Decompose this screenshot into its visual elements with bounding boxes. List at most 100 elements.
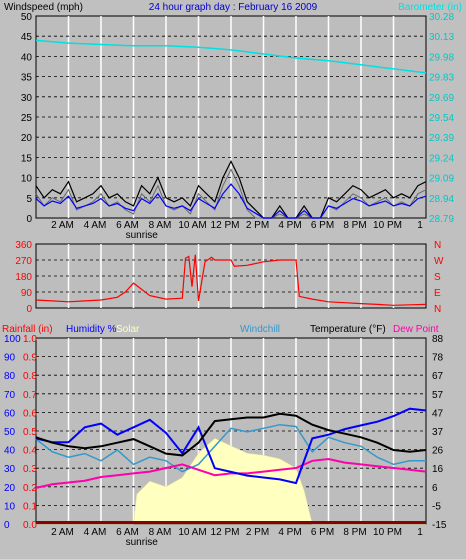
dewpoint-line	[35, 457, 427, 489]
baro-y-tick: 29.98	[429, 52, 454, 63]
humidity-y-tick: 90	[4, 353, 16, 364]
temp-y-tick: 47	[432, 408, 444, 419]
wind-y-tick: 45	[21, 32, 33, 43]
compass-label: S	[434, 272, 441, 283]
temp-y-tick: 57	[432, 390, 444, 401]
rain-label: Rainfall (in)	[2, 324, 53, 335]
x-tick-label: 8 AM	[149, 220, 172, 231]
baro-y-tick: 29.24	[429, 153, 454, 164]
solar-label: Solar	[116, 324, 140, 335]
wind-y-label: Windspeed (mph)	[4, 2, 83, 13]
temp-y-tick: 16	[432, 464, 444, 475]
baro-y-tick: 29.09	[429, 174, 454, 185]
dir-y-tick: 90	[21, 288, 33, 299]
x-tick-label: 4 AM	[84, 220, 107, 231]
sunrise-label: sunrise	[126, 230, 159, 241]
baro-y-tick: 30.28	[429, 12, 454, 23]
x-tick-label: 10 PM	[373, 220, 402, 231]
x-tick-label: 6 PM	[311, 220, 334, 231]
wind-y-tick: 5	[26, 194, 32, 205]
rain-y-tick: 0.3	[23, 464, 37, 475]
temp-y-tick: -15	[432, 520, 447, 531]
dir-y-tick: 0	[26, 304, 32, 315]
x-tick-label: 4 PM	[278, 527, 301, 538]
baro-y-tick: 28.94	[429, 194, 454, 205]
wind-y-tick: 10	[21, 174, 33, 185]
x-tick-label: 2 AM	[51, 527, 74, 538]
x-tick-label: 2 AM	[51, 220, 74, 231]
rain-y-tick: 0.2	[23, 483, 37, 494]
humidity-y-tick: 0	[4, 520, 10, 531]
gust-trace	[35, 168, 427, 219]
rain-y-tick: 0.9	[23, 353, 37, 364]
rain-y-tick: 0.1	[23, 501, 37, 512]
dir-y-tick: 270	[15, 256, 32, 267]
x-tick-label: 4 PM	[278, 220, 301, 231]
rain-y-tick: 0.0	[23, 520, 37, 531]
windchill-line	[35, 423, 426, 473]
x-tick-label: 1	[417, 527, 423, 538]
x-tick-label: 10 PM	[373, 527, 402, 538]
rain-y-tick: 0.7	[23, 390, 37, 401]
x-tick-label: 10 AM	[178, 220, 206, 231]
page-title: 24 hour graph day : February 16 2009	[149, 2, 318, 13]
rain-y-tick: 0.4	[23, 446, 37, 457]
baro-y-label: Barometer (in)	[398, 2, 462, 13]
baro-y-tick: 29.83	[429, 73, 454, 84]
humidity-y-tick: 10	[4, 501, 16, 512]
rain-y-tick: 0.8	[23, 371, 37, 382]
x-tick-label: 8 AM	[149, 527, 172, 538]
humidity-y-tick: 20	[4, 483, 16, 494]
barometer-line	[35, 39, 427, 74]
solar-area	[36, 438, 426, 525]
compass-label: W	[434, 256, 444, 267]
humidity-y-tick: 70	[4, 390, 16, 401]
rain-y-tick: 0.6	[23, 408, 37, 419]
humidity-y-tick: 80	[4, 371, 16, 382]
temp-y-tick: 67	[432, 371, 444, 382]
baro-y-tick: 29.54	[429, 113, 454, 124]
compass-label: N	[434, 304, 441, 315]
x-tick-label: 10 AM	[178, 527, 206, 538]
dew-label: Dew Point	[393, 324, 439, 335]
temp-y-tick: 78	[432, 353, 444, 364]
windspeed-line	[35, 160, 427, 219]
compass-label: N	[434, 240, 441, 251]
baro-y-tick: 29.39	[429, 133, 454, 144]
baro-y-tick: 30.13	[429, 32, 454, 43]
temp-y-tick: 26	[432, 446, 444, 457]
humidity-line	[35, 407, 427, 485]
baro-y-tick: 28.79	[429, 214, 454, 225]
x-tick-label: 2 PM	[246, 220, 269, 231]
rain-y-tick: 1.0	[23, 334, 37, 345]
wind-y-tick: 40	[21, 52, 33, 63]
humidity-label: Humidity %	[66, 324, 117, 335]
x-tick-label: 6 AM	[116, 220, 139, 231]
humidity-y-tick: 30	[4, 464, 16, 475]
temp-y-tick: 88	[432, 334, 444, 345]
x-tick-label: 1	[417, 220, 423, 231]
humidity-y-tick: 50	[4, 427, 16, 438]
wind-y-tick: 15	[21, 153, 33, 164]
rain-y-tick: 0.5	[23, 427, 37, 438]
sunrise-label-2: sunrise	[126, 537, 159, 548]
baro-y-tick: 29.69	[429, 93, 454, 104]
wind-y-tick: 50	[21, 12, 33, 23]
humidity-y-tick: 100	[4, 334, 21, 345]
x-tick-label: 8 PM	[343, 220, 366, 231]
dir-y-tick: 180	[15, 272, 32, 283]
temp-label: Temperature (°F)	[310, 324, 386, 335]
wind-y-tick: 0	[26, 214, 32, 225]
x-tick-label: 6 PM	[311, 527, 334, 538]
x-tick-label: 12 PM	[211, 527, 240, 538]
compass-label: E	[434, 288, 441, 299]
temp-y-tick: 37	[432, 427, 444, 438]
x-tick-label: 12 PM	[211, 220, 240, 231]
x-tick-label: 8 PM	[343, 527, 366, 538]
humidity-y-tick: 40	[4, 446, 16, 457]
direction-line	[35, 254, 427, 306]
x-tick-label: 6 AM	[116, 527, 139, 538]
humidity-y-tick: 60	[4, 408, 16, 419]
